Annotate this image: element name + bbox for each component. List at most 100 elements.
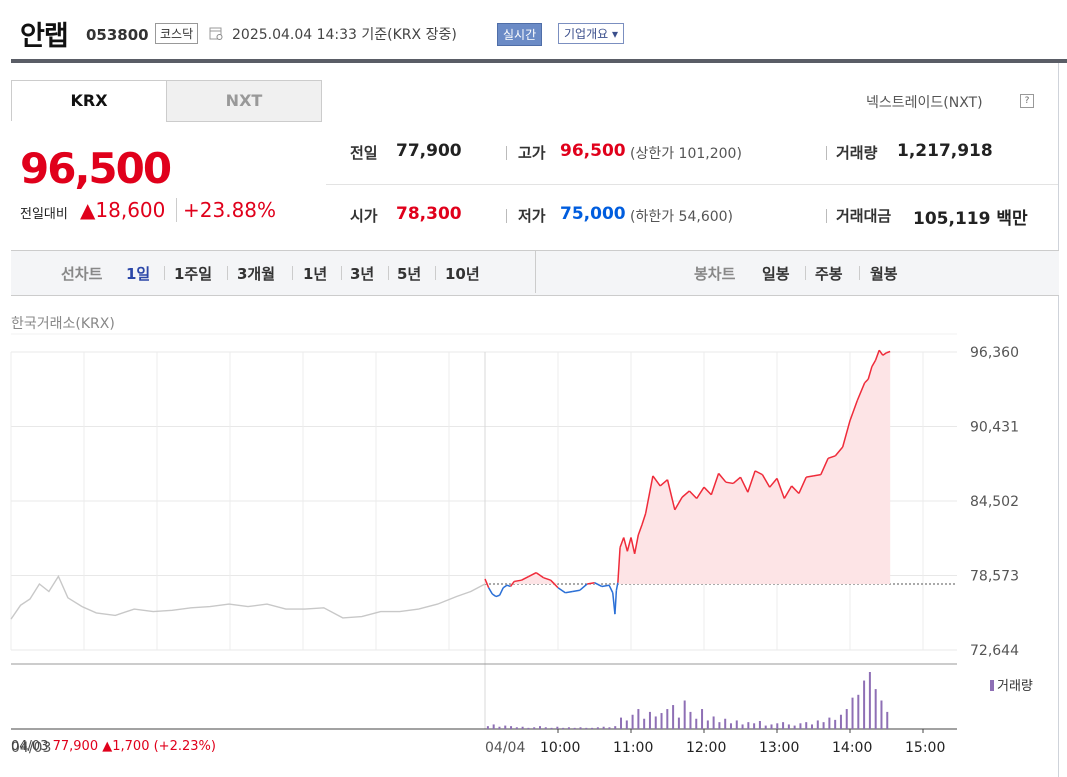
- price-line-segment: [681, 490, 690, 498]
- price-line-segment: [769, 477, 778, 488]
- price-line-segment: [652, 475, 661, 487]
- candle-daily[interactable]: 일봉: [762, 265, 790, 283]
- price-line-segment: [614, 590, 618, 615]
- price-line-segment: [557, 587, 566, 594]
- change-value: ▲18,600: [80, 198, 166, 222]
- price-line-segment: [498, 587, 504, 596]
- change-percent: +23.88%: [176, 198, 276, 222]
- price-line-segment: [849, 400, 859, 421]
- period-separator: [805, 266, 806, 280]
- help-icon[interactable]: ?: [1020, 94, 1034, 108]
- prev-day-date: 04/03: [11, 739, 49, 754]
- price-line-segment: [514, 579, 522, 583]
- stat-separator: [506, 146, 507, 160]
- price-line-segment: [615, 582, 619, 591]
- period-3m[interactable]: 3개월: [237, 265, 276, 283]
- price-line-segment: [791, 485, 800, 495]
- trade-amount-value: 105,119 백만: [913, 209, 1028, 229]
- x-tick-label: 13:00: [759, 740, 799, 756]
- price-line-segment: [864, 378, 869, 384]
- realtime-button[interactable]: 실시간: [497, 23, 543, 46]
- header-divider: [11, 59, 1067, 63]
- period-5y[interactable]: 5년: [397, 265, 422, 283]
- stat-separator: [826, 146, 827, 160]
- price-line-segment: [882, 352, 887, 356]
- line-chart-label: 선차트: [61, 265, 103, 283]
- price-line-segment: [688, 490, 698, 500]
- price-line-segment: [491, 593, 497, 598]
- volume-legend: 거래량: [990, 675, 1033, 694]
- price-chart: 96,360 90,431 84,502 78,573 72,644 04/03 04/04…: [10, 333, 1019, 756]
- price-line-segment: [820, 457, 829, 475]
- candle-monthly[interactable]: 월봉: [870, 265, 898, 283]
- price-line-segment: [495, 594, 500, 598]
- price-line-segment: [703, 486, 712, 496]
- tab-nxt[interactable]: NXT: [166, 80, 322, 122]
- price-line-segment: [827, 455, 836, 460]
- price-line-segment: [565, 590, 573, 594]
- price-line-segment: [725, 481, 734, 485]
- section-divider: [535, 251, 536, 293]
- tab-krx[interactable]: KRX: [11, 80, 167, 121]
- price-line-segment: [783, 485, 793, 499]
- company-overview-button[interactable]: 기업개요 ▾: [558, 23, 624, 44]
- price-line-segment: [806, 475, 814, 478]
- y-tick-label: 78,573: [970, 569, 1019, 585]
- price-area-fill: [485, 350, 891, 584]
- price-line-segment: [878, 349, 884, 356]
- stat-separator: [826, 209, 827, 223]
- period-separator: [164, 266, 165, 280]
- price-line-segment: [601, 584, 610, 588]
- y-tick-label: 96,360: [970, 345, 1019, 361]
- y-tick-label: 90,431: [970, 420, 1019, 436]
- price-line-segment: [641, 513, 647, 526]
- period-separator: [435, 266, 436, 280]
- price-line-segment: [617, 547, 621, 583]
- x-tick-label: 04/03: [11, 740, 51, 756]
- low-value: 75,000: [560, 204, 626, 224]
- price-line-segment: [696, 486, 705, 499]
- x-tick-label: 11:00: [613, 740, 653, 756]
- lower-limit: (하한가 54,600): [630, 209, 734, 225]
- price-line-segment: [579, 583, 588, 591]
- prev-day-change-pct: (+2.23%): [153, 739, 216, 754]
- current-price: 96,500: [20, 144, 172, 193]
- market-badge: 코스닥: [155, 23, 199, 44]
- price-line-segment: [739, 476, 749, 493]
- prev-day-line: [10, 574, 486, 620]
- high-value: 96,500: [560, 141, 626, 161]
- x-tick-label: 04/04: [485, 740, 525, 756]
- period-separator: [388, 266, 389, 280]
- price-line-segment: [633, 534, 640, 554]
- price-line-segment: [886, 350, 891, 354]
- price-line-segment: [608, 584, 614, 594]
- price-line-segment: [761, 474, 771, 488]
- period-3y[interactable]: 3년: [350, 265, 375, 283]
- candle-weekly[interactable]: 주봉: [815, 265, 843, 283]
- nextrade-link[interactable]: 넥스트레이드(NXT): [866, 95, 983, 111]
- price-line-segment: [710, 473, 720, 495]
- price-line-segment: [867, 366, 873, 380]
- period-10y[interactable]: 10년: [445, 265, 480, 283]
- price-line-segment: [718, 472, 727, 483]
- exchange-label: 한국거래소(KRX): [11, 316, 115, 332]
- high-label: 고가: [518, 144, 546, 162]
- period-1w[interactable]: 1주일: [174, 265, 213, 283]
- stats-divider: [326, 184, 1058, 185]
- price-line-segment: [619, 537, 625, 548]
- x-tick-label: 10:00: [540, 740, 580, 756]
- price-line-segment: [506, 584, 511, 588]
- calendar-icon: [209, 27, 223, 40]
- price-line-segment: [572, 589, 581, 593]
- period-1d[interactable]: 1일: [126, 265, 151, 283]
- price-line-segment: [659, 479, 668, 487]
- open-label: 시가: [350, 207, 378, 225]
- price-line-segment: [841, 420, 851, 448]
- period-separator: [292, 266, 293, 280]
- price-line-segment: [644, 475, 654, 514]
- stock-code: 053800: [86, 26, 149, 44]
- x-tick-label: 15:00: [905, 740, 945, 756]
- period-1y[interactable]: 1년: [303, 265, 328, 283]
- change-label: 전일대비: [20, 207, 68, 222]
- chart-period-bar: 선차트 1일 1주일 3개월 1년 3년 5년 10년 봉차트 일봉 주봉 월봉: [11, 250, 1059, 296]
